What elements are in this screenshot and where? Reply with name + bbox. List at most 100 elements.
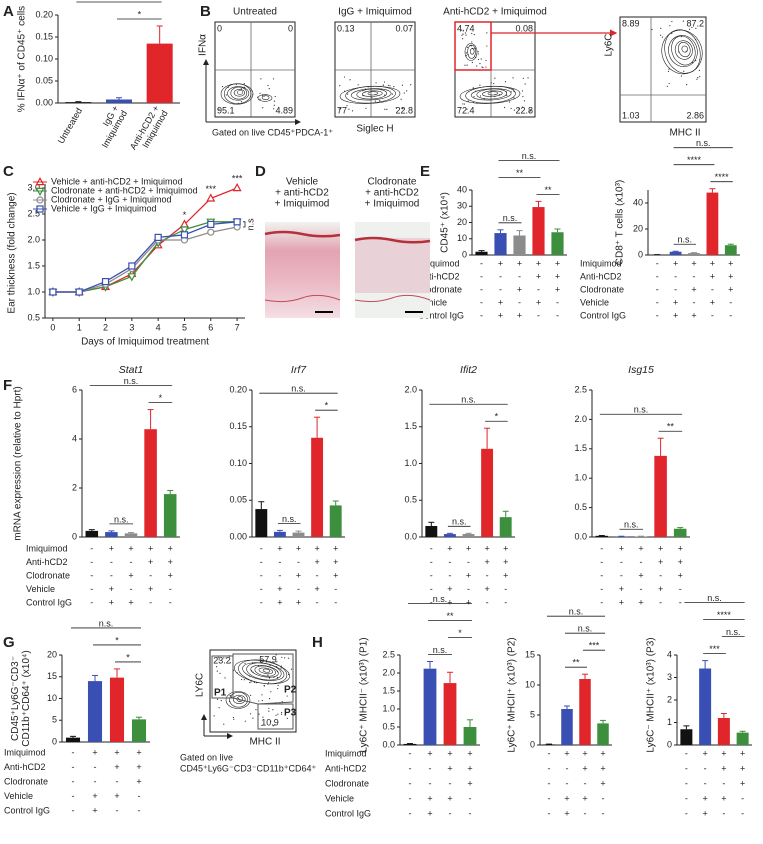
y-tick-label: 40: [457, 184, 467, 194]
y-tick-label: 0.15: [229, 421, 247, 431]
condition-name: Anti-hCD2: [26, 557, 68, 567]
condition-mark: -: [537, 284, 540, 294]
contour: [233, 89, 246, 97]
condition-mark: -: [656, 271, 659, 281]
y-axis-label: CD45⁺ (x10⁴): [440, 192, 451, 253]
condition-mark: -: [693, 297, 696, 307]
event-dot: [367, 86, 369, 88]
point: [154, 233, 162, 241]
event-dot: [269, 664, 271, 667]
event-dot: [660, 34, 662, 36]
condition-mark: +: [447, 793, 452, 803]
condition-mark: -: [72, 762, 75, 772]
condition-name: Anti-hCD2: [4, 762, 46, 772]
event-dot: [272, 78, 275, 80]
event-dot: [267, 674, 269, 676]
condition-mark: +: [109, 597, 114, 607]
event-dot: [274, 95, 276, 98]
condition-mark: -: [409, 778, 412, 788]
event-dot: [391, 93, 393, 95]
condition-mark: +: [128, 597, 133, 607]
condition-mark: +: [92, 747, 97, 757]
condition-mark: -: [711, 284, 714, 294]
event-dot: [384, 108, 386, 110]
condition-mark: -: [566, 778, 569, 788]
event-dot: [389, 85, 391, 87]
significance-label: ***: [589, 641, 600, 651]
condition-mark: +: [427, 808, 432, 818]
gate-name: P1: [214, 688, 227, 699]
condition-mark: +: [484, 557, 489, 567]
bar: [669, 251, 682, 255]
condition-mark: -: [602, 793, 605, 803]
y-tick-label: 1.5: [27, 260, 40, 270]
event-dot: [276, 661, 278, 663]
contour: [668, 35, 698, 67]
condition-mark: -: [448, 570, 451, 580]
category-label: IgG +Imiquimod: [100, 104, 129, 150]
event-dot: [527, 77, 529, 79]
event-dot: [270, 720, 272, 722]
significance-label: *: [138, 9, 142, 19]
event-dot: [285, 690, 287, 692]
condition-mark: -: [130, 584, 133, 594]
bar: [144, 429, 157, 537]
event-dot: [482, 66, 484, 69]
condition-mark: +: [136, 762, 141, 772]
event-dot: [273, 108, 275, 110]
contour: [664, 29, 701, 74]
condition-mark: -: [149, 597, 152, 607]
histology-title: Vehicle: [286, 177, 319, 188]
event-dot: [339, 85, 341, 87]
event-dot: [477, 58, 480, 61]
condition-mark: +: [517, 310, 522, 320]
condition-mark: -: [499, 271, 502, 281]
significance-label: n.s.: [114, 514, 129, 524]
point: [101, 278, 110, 286]
bar: [329, 505, 342, 537]
event-dot: [512, 89, 515, 91]
event-dot: [240, 88, 242, 90]
point: [128, 262, 136, 270]
event-dot: [339, 107, 342, 110]
condition-mark: -: [584, 808, 587, 818]
event-dot: [498, 94, 501, 96]
x-tick-label: 4: [156, 322, 161, 332]
condition-mark: -: [659, 597, 662, 607]
chart-title: Ifit2: [460, 364, 477, 376]
event-dot: [268, 88, 270, 90]
condition-mark: -: [704, 778, 707, 788]
event-dot: [691, 61, 694, 64]
condition-mark: -: [169, 597, 172, 607]
condition-mark: -: [138, 805, 141, 815]
condition-mark: +: [277, 584, 282, 594]
event-dot: [281, 656, 283, 658]
y-tick-label: 0.00: [35, 97, 53, 107]
y-tick-label: 20: [457, 217, 467, 227]
condition-mark: -: [430, 543, 433, 553]
condition-mark: -: [685, 793, 688, 803]
event-dot: [473, 34, 475, 36]
y-tick-label: 1.5: [382, 685, 395, 695]
quadrant-value: 8.89: [622, 18, 640, 28]
bar: [109, 677, 125, 742]
condition-mark: -: [556, 310, 559, 320]
contour: [476, 88, 508, 100]
event-dot: [250, 681, 252, 683]
bar: [717, 718, 730, 745]
condition-mark: +: [721, 793, 726, 803]
event-dot: [668, 68, 670, 70]
condition-name: Imiquimod: [580, 258, 622, 268]
significance-label: n.s.: [624, 520, 639, 530]
panel-label: B: [200, 3, 211, 20]
condition-name: Anti-hCD2: [418, 271, 460, 281]
contour: [232, 694, 246, 704]
condition-mark: -: [334, 597, 337, 607]
category-label-line: Untreated: [56, 106, 84, 145]
condition-mark: -: [409, 763, 412, 773]
quadrant-value: 0: [288, 23, 293, 33]
gate-value: 23.2: [213, 655, 231, 665]
event-dot: [686, 84, 688, 86]
y-tick-label: 2.5: [574, 384, 587, 394]
event-dot: [287, 657, 290, 659]
